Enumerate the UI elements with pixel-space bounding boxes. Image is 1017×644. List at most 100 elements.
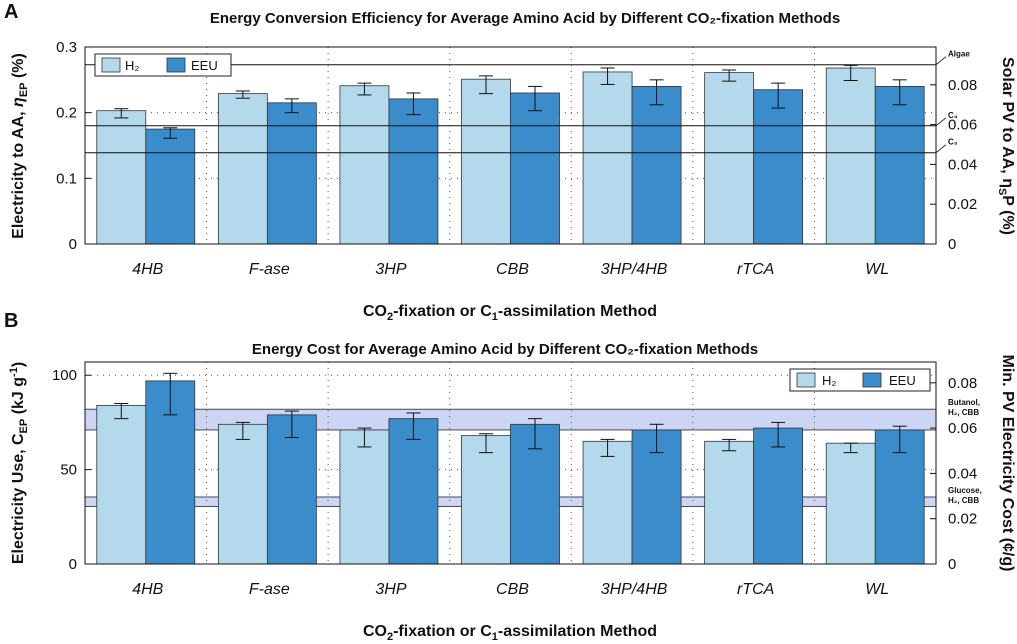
panel-a-y2-axis: 0 0.02 0.04 0.06 0.08	[930, 77, 977, 253]
category-label-fase: F-ase	[249, 261, 290, 278]
panel-a: A Energy Conversion Efficiency for Avera…	[4, 1, 1016, 323]
reference-line-label: Algae	[948, 50, 970, 59]
category-label-rtca: rTCA	[737, 261, 774, 278]
panel-a-x-axis-label: CO2-fixation or C1-assimilation Method	[363, 303, 657, 323]
bar-h2-3hp	[339, 85, 390, 245]
y2-tick-label: 0	[948, 236, 956, 253]
y2-tick-label: 0.04	[948, 156, 977, 173]
bar-eeu-3hp4hb	[631, 86, 682, 245]
panel-b-legend: H₂ EEU	[789, 368, 931, 392]
bar-h2-cbb	[461, 435, 511, 565]
bar-h2-3hp	[339, 429, 390, 565]
panel-b-plot-frame	[84, 361, 937, 565]
y2-tick-label: 0.08	[948, 77, 977, 94]
y2-tick-label: 0.02	[948, 196, 977, 213]
panel-b: B Energy Cost for Average Amino Acid by …	[4, 310, 1016, 643]
y2-tick-label: 0.02	[948, 511, 977, 528]
panel-b-title: Energy Cost for Average Amino Acid by Di…	[252, 341, 758, 358]
bar-eeu-rtca	[753, 427, 804, 565]
reference-band-label: Butanol,	[948, 398, 980, 407]
legend-swatch-eeu	[862, 372, 882, 388]
category-label-3hp4hb: 3HP/4HB	[601, 581, 668, 598]
panel-b-x-axis: 4HB F-ase 3HP CBB 3HP/4HB rTCA WL	[132, 581, 889, 598]
reference-line-leader	[935, 117, 947, 127]
panel-a-error-bars	[114, 64, 907, 139]
bar-h2-cbb	[461, 78, 511, 245]
reference-line-label: C₃	[948, 138, 958, 147]
legend-swatch-eeu	[166, 57, 186, 73]
bar-eeu-fase	[266, 414, 317, 565]
category-label-fase: F-ase	[249, 581, 290, 598]
reference-line-label: C₄	[948, 111, 958, 120]
panel-b-letter: B	[4, 310, 18, 332]
panel-b-y2-axis-label: Min. PV Electricity Cost (¢/g)	[999, 355, 1016, 572]
reference-band-label: Glucose,	[948, 486, 982, 495]
bar-eeu-rtca	[753, 89, 804, 245]
category-label-wl: WL	[865, 261, 889, 278]
legend-label-h2: H₂	[125, 58, 139, 73]
legend-label-h2: H₂	[822, 373, 836, 388]
bar-h2-rtca	[704, 72, 755, 245]
panel-a-bars	[96, 67, 925, 245]
bar-eeu-cbb	[510, 92, 560, 245]
legend-swatch-h2	[101, 57, 121, 73]
panel-a-plot-frame	[84, 46, 937, 245]
y-tick-label: 0	[69, 556, 77, 573]
y-tick-label: 50	[60, 462, 77, 479]
category-label-4hb: 4HB	[132, 581, 163, 598]
panel-b-y-axis: 0 50 100	[52, 367, 91, 573]
panel-a-title: Energy Conversion Efficiency for Average…	[210, 10, 840, 27]
reference-band-label-2: H₂, CBB	[948, 408, 979, 417]
panel-b-x-axis-label: CO2-fixation or C1-assimilation Method	[363, 623, 657, 643]
bar-eeu-wl	[874, 86, 925, 245]
category-label-cbb: CBB	[496, 581, 529, 598]
panel-b-bars	[96, 380, 925, 565]
panel-b-error-bars	[114, 372, 907, 457]
bar-h2-3hp4hb	[582, 440, 633, 565]
category-label-wl: WL	[865, 581, 889, 598]
y-tick-label: 0	[69, 236, 77, 253]
panel-b-y-axis-label: Electricity Use, CEP (kJ g-1)	[8, 362, 30, 564]
y2-tick-label: 0.08	[948, 375, 977, 392]
legend-swatch-h2	[796, 372, 816, 388]
bar-h2-3hp4hb	[582, 71, 633, 245]
panel-b-grid	[85, 362, 936, 564]
panel-a-y-axis-label: Electricity to AA, ηEP (%)	[10, 53, 30, 239]
y-tick-label: 0.3	[56, 39, 77, 56]
y-tick-label: 0.2	[56, 105, 77, 122]
panel-a-y-axis: 0 0.1 0.2 0.3	[56, 39, 91, 253]
legend-label-eeu: EEU	[191, 58, 218, 73]
reference-line-leader	[935, 56, 947, 66]
y2-tick-label: 0.06	[948, 117, 977, 134]
category-label-3hp4hb: 3HP/4HB	[601, 261, 668, 278]
bar-h2-fase	[217, 423, 268, 565]
panel-b-y2-axis: 0 0.02 0.04 0.06 0.08	[930, 375, 977, 573]
legend-label-eeu: EEU	[889, 373, 916, 388]
y2-tick-label: 0.04	[948, 465, 977, 482]
panel-a-legend-box	[94, 53, 232, 77]
y2-tick-label: 0.06	[948, 420, 977, 437]
bar-h2-4hb	[96, 110, 147, 245]
bar-eeu-3hp	[388, 418, 439, 565]
panel-a-x-axis: 4HB F-ase 3HP CBB 3HP/4HB rTCA WL	[132, 261, 889, 278]
y-tick-label: 100	[52, 367, 77, 384]
bar-h2-fase	[217, 93, 268, 245]
bar-eeu-3hp	[388, 98, 439, 245]
reference-band-label-2: H₂, CBB	[948, 496, 979, 505]
bar-eeu-fase	[266, 102, 317, 245]
bar-h2-wl	[825, 67, 876, 245]
category-label-3hp: 3HP	[375, 581, 406, 598]
y2-tick-label: 0	[948, 556, 956, 573]
bar-h2-4hb	[96, 405, 147, 565]
panel-a-y2-axis-label: Solar PV to AA, ηSP (%)	[996, 57, 1016, 235]
panel-a-legend: H₂ EEU	[94, 53, 232, 77]
category-label-4hb: 4HB	[132, 261, 163, 278]
y-tick-label: 0.1	[56, 170, 77, 187]
category-label-cbb: CBB	[496, 261, 529, 278]
panel-a-letter: A	[4, 1, 18, 23]
bar-eeu-4hb	[145, 128, 196, 245]
bar-h2-wl	[825, 442, 876, 565]
panel-b-legend-box	[789, 368, 931, 392]
